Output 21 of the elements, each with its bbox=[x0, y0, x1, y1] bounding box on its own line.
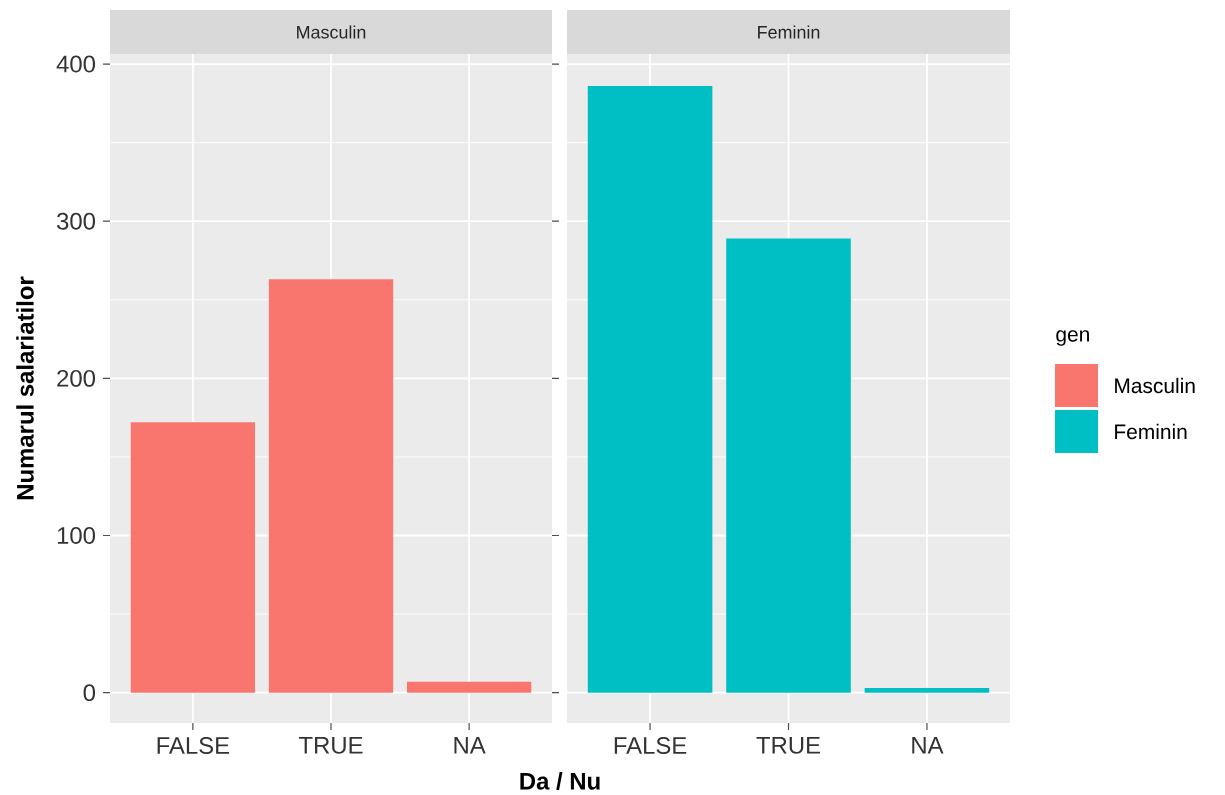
y-tick-label: 0 bbox=[83, 684, 96, 702]
chart-title: Feminin bbox=[758, 25, 820, 39]
bar bbox=[268, 279, 394, 693]
x-tick-label: TRUE bbox=[756, 737, 820, 754]
bar bbox=[406, 681, 532, 693]
y-tick-label: 400 bbox=[56, 55, 96, 73]
x-tick-label: FALSE bbox=[614, 737, 687, 754]
y-tick-label: 300 bbox=[56, 212, 96, 230]
x-tick-label: FALSE bbox=[157, 737, 230, 754]
x-tick-label: TRUE bbox=[298, 737, 363, 754]
x-axis-title: Da / Nu bbox=[520, 772, 600, 790]
x-tick-label: NA bbox=[912, 737, 944, 754]
chart-title: Masculin bbox=[297, 25, 366, 39]
legend-label: Masculin bbox=[1115, 377, 1195, 394]
y-tick-label: 100 bbox=[57, 527, 96, 544]
x-tick-label: NA bbox=[454, 737, 486, 754]
legend-label: Feminin bbox=[1115, 423, 1187, 440]
bar bbox=[130, 422, 256, 693]
y-tick-label: 200 bbox=[57, 369, 96, 387]
y-axis-title: Numarul salariatilor bbox=[16, 276, 34, 500]
legend-title: gen bbox=[1056, 330, 1089, 346]
